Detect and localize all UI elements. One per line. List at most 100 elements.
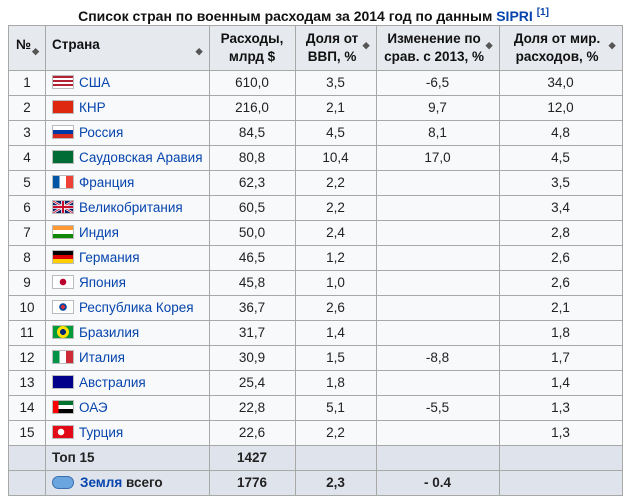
share-cell: 1,8 xyxy=(498,320,623,346)
usa-flag-icon[interactable] xyxy=(52,75,74,89)
share-cell: 12,0 xyxy=(498,95,623,121)
row-num: 3 xyxy=(8,120,46,146)
change-cell xyxy=(375,245,500,271)
row-num: 8 xyxy=(8,245,46,271)
sort-icon[interactable]: ◆ xyxy=(32,46,39,56)
korea-flag-icon[interactable] xyxy=(52,300,74,314)
spend-cell: 30,9 xyxy=(208,345,296,371)
australia-flag-icon[interactable] xyxy=(52,375,74,389)
row-num: 9 xyxy=(8,270,46,296)
gdp-cell: 4,5 xyxy=(294,120,377,146)
gdp-cell: 10,4 xyxy=(294,145,377,171)
turkey-flag-icon[interactable] xyxy=(52,425,74,439)
china-flag-icon[interactable] xyxy=(52,100,74,114)
gdp-cell: 1,5 xyxy=(294,345,377,371)
country-link[interactable]: Турция xyxy=(79,425,124,440)
brazil-flag-icon[interactable] xyxy=(52,325,74,339)
sipri-link[interactable]: SIPRI xyxy=(496,8,533,24)
italy-flag-icon[interactable] xyxy=(52,350,74,364)
gdp-cell: 5,1 xyxy=(294,395,377,421)
russia-flag-icon[interactable] xyxy=(52,125,74,139)
share-cell: 4,5 xyxy=(498,145,623,171)
change-cell xyxy=(375,420,500,446)
gdp-cell: 3,5 xyxy=(294,70,377,96)
saudi-arabia-flag-icon[interactable] xyxy=(52,150,74,164)
header-num-label: № xyxy=(16,37,32,52)
spend-cell: 62,3 xyxy=(208,170,296,196)
germany-flag-icon[interactable] xyxy=(52,250,74,264)
header-gdp-line2: ВВП, % xyxy=(307,49,357,64)
country-link[interactable]: Германия xyxy=(79,250,140,265)
table-row: 1 США 610,0 3,5 -6,5 34,0 xyxy=(8,70,623,96)
caption-text: Список стран по военным расходам за 2014… xyxy=(78,8,497,24)
top15-label: Топ 15 xyxy=(45,445,210,471)
india-flag-icon[interactable] xyxy=(52,225,74,239)
sort-icon[interactable]: ◆ xyxy=(195,46,203,56)
country-link[interactable]: Россия xyxy=(79,125,124,140)
sort-icon[interactable]: ◆ xyxy=(485,40,493,50)
table-row: 12 Италия 30,9 1,5 -8,8 1,7 xyxy=(8,345,623,371)
gdp-cell: 1,2 xyxy=(294,245,377,271)
uae-flag-icon[interactable] xyxy=(52,400,74,414)
header-gdp-line1: Доля от xyxy=(305,31,359,46)
japan-flag-icon[interactable] xyxy=(52,275,74,289)
world-suffix: всего xyxy=(122,475,163,490)
header-spend[interactable]: Расходы, млрд $ xyxy=(208,25,296,71)
country-link[interactable]: Италия xyxy=(79,350,125,365)
world-link[interactable]: Земля xyxy=(80,475,123,490)
sort-icon[interactable]: ◆ xyxy=(362,40,370,50)
gdp-cell: 2,1 xyxy=(294,95,377,121)
gdp-cell: 2,2 xyxy=(294,170,377,196)
top15-row: Топ 15 1427 xyxy=(8,445,623,471)
change-cell xyxy=(375,220,500,246)
country-link[interactable]: Республика Корея xyxy=(79,300,194,315)
row-num: 4 xyxy=(8,145,46,171)
world-total-row: Земля всего 1776 2,3 - 0.4 xyxy=(8,470,623,496)
country-link[interactable]: Бразилия xyxy=(79,325,140,340)
sort-icon[interactable]: ◆ xyxy=(608,40,616,50)
country-link[interactable]: Саудовская Аравия xyxy=(79,150,203,165)
change-cell xyxy=(375,270,500,296)
share-cell: 3,5 xyxy=(498,170,623,196)
table-row: 15 Турция 22,6 2,2 1,3 xyxy=(8,420,623,446)
gdp-cell: 1,0 xyxy=(294,270,377,296)
gdp-cell: 1,8 xyxy=(294,370,377,396)
spend-cell: 31,7 xyxy=(208,320,296,346)
table-row: 11 Бразилия 31,7 1,4 1,8 xyxy=(8,320,623,346)
spend-cell: 22,8 xyxy=(208,395,296,421)
country-link[interactable]: Австралия xyxy=(79,375,146,390)
country-link[interactable]: Индия xyxy=(79,225,119,240)
row-num: 10 xyxy=(8,295,46,321)
row-num: 13 xyxy=(8,370,46,396)
table-row: 6 Великобритания 60,5 2,2 3,4 xyxy=(8,195,623,221)
header-gdp[interactable]: Доля от ◆ ВВП, % xyxy=(294,25,377,71)
header-change-line2: срав. с 2013, % xyxy=(384,49,484,64)
header-row: № ◆ Страна ◆ Расходы, млрд $ Доля от ◆ В… xyxy=(8,25,623,71)
gdp-cell: 2,2 xyxy=(294,195,377,221)
header-num[interactable]: № ◆ xyxy=(8,25,46,71)
change-cell xyxy=(375,320,500,346)
share-cell: 2,1 xyxy=(498,295,623,321)
header-spend-line1: Расходы, xyxy=(220,31,284,46)
row-num: 14 xyxy=(8,395,46,421)
row-num: 2 xyxy=(8,95,46,121)
country-link[interactable]: США xyxy=(79,75,111,90)
header-change[interactable]: Изменение по ◆ срав. с 2013, % xyxy=(375,25,500,71)
country-link[interactable]: ОАЭ xyxy=(79,400,108,415)
country-link[interactable]: Великобритания xyxy=(79,200,183,215)
country-link[interactable]: КНР xyxy=(79,100,106,115)
table-row: 9 Япония 45,8 1,0 2,6 xyxy=(8,270,623,296)
row-num: 12 xyxy=(8,345,46,371)
reference-link[interactable]: [1] xyxy=(536,7,549,18)
spend-cell: 84,5 xyxy=(208,120,296,146)
country-link[interactable]: Япония xyxy=(79,275,126,290)
country-link[interactable]: Франция xyxy=(79,175,135,190)
uk-flag-icon[interactable] xyxy=(52,200,74,214)
world-change: - 0.4 xyxy=(375,470,500,496)
header-country[interactable]: Страна ◆ xyxy=(45,25,210,71)
header-share[interactable]: Доля от мир. ◆ расходов, % xyxy=(498,25,623,71)
table-row: 10 Республика Корея 36,7 2,6 2,1 xyxy=(8,295,623,321)
france-flag-icon[interactable] xyxy=(52,175,74,189)
table-row: 7 Индия 50,0 2,4 2,8 xyxy=(8,220,623,246)
spend-cell: 36,7 xyxy=(208,295,296,321)
